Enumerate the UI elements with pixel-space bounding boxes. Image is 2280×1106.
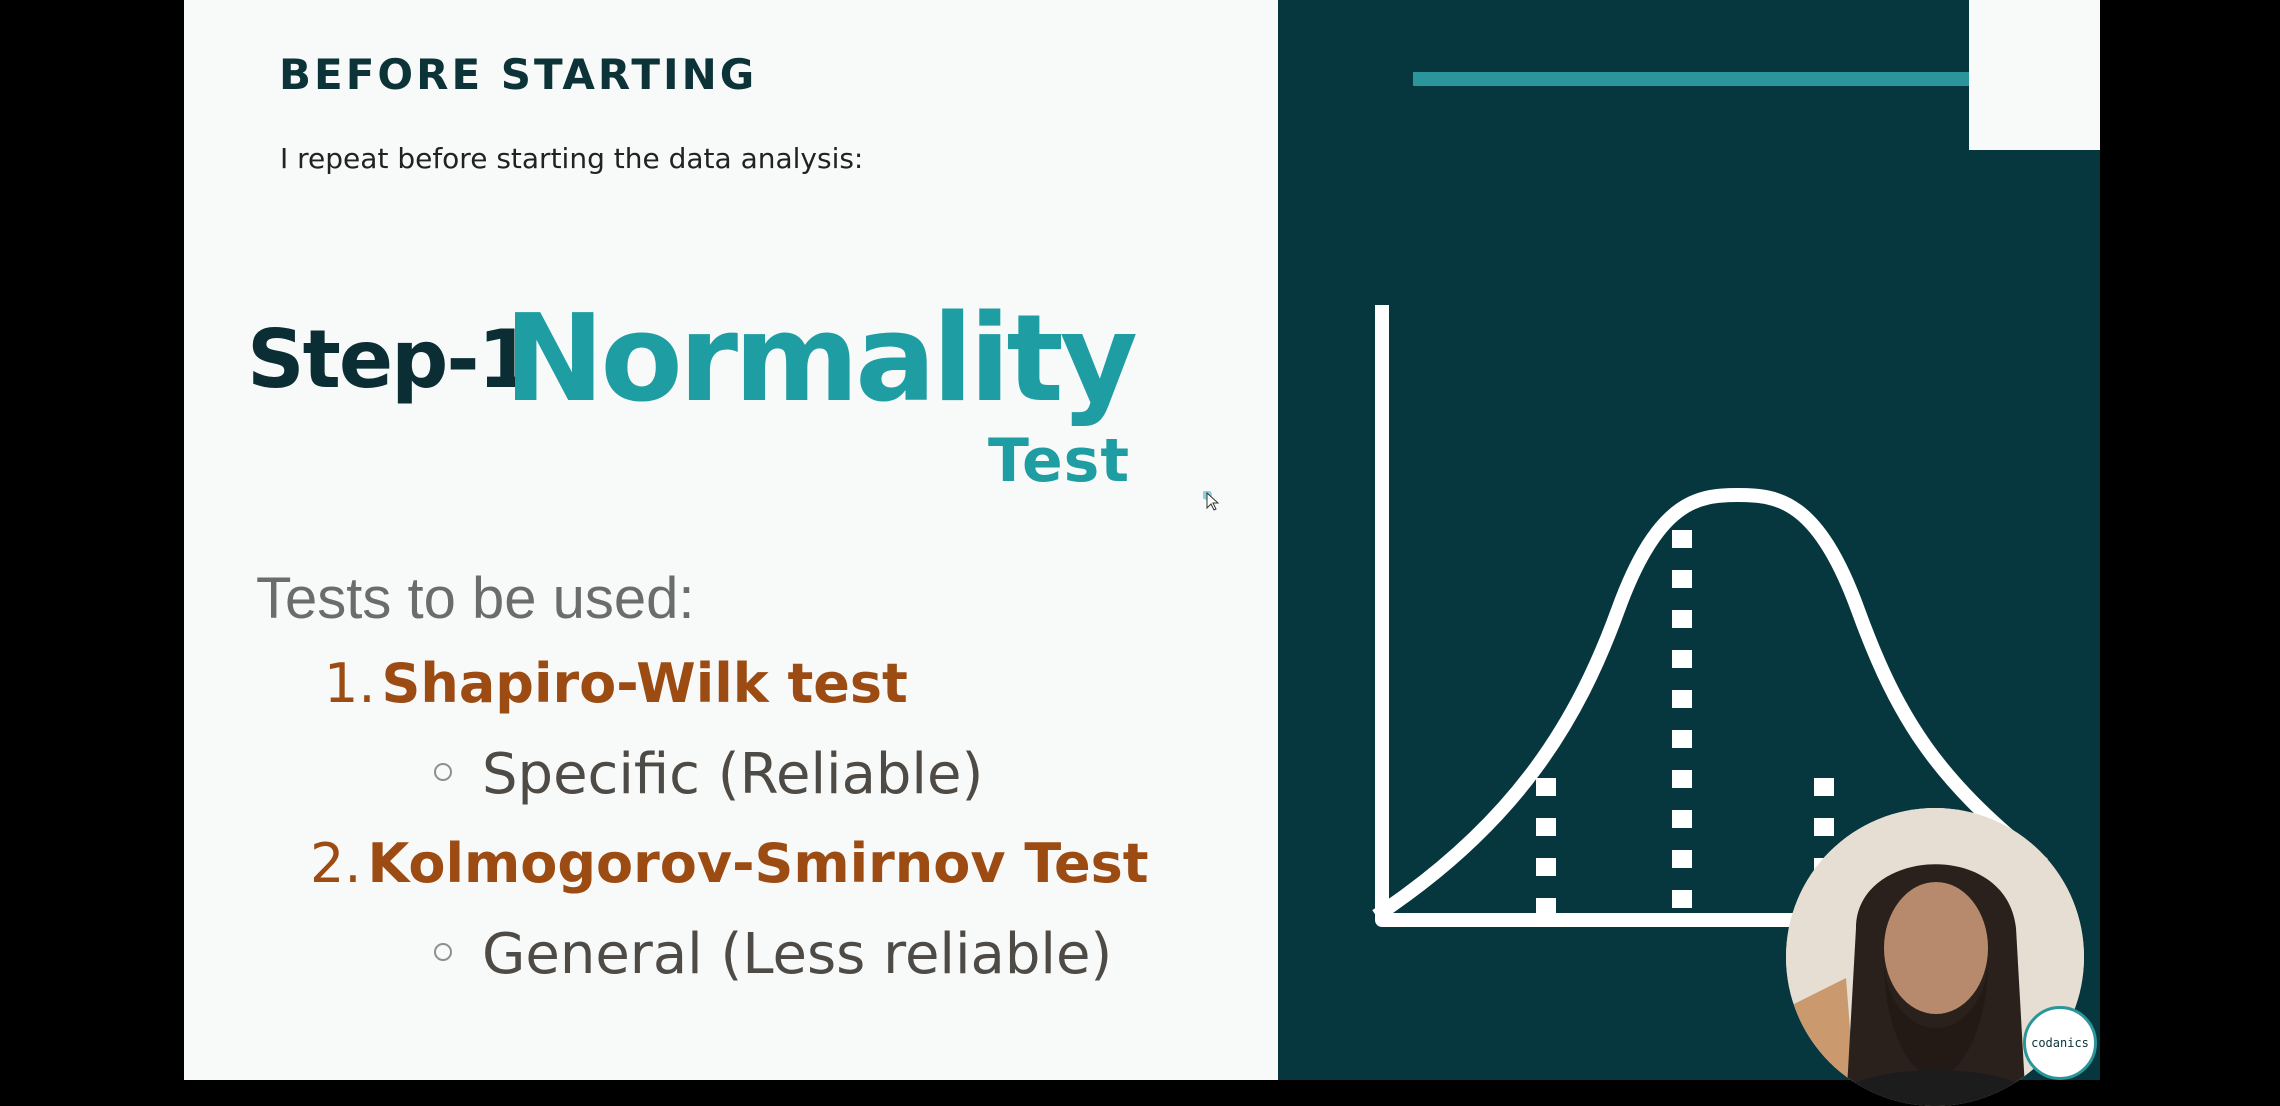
step-title: Normality	[504, 290, 1138, 429]
step-subtitle: Test	[988, 426, 1131, 496]
step-label: Step-1	[247, 313, 533, 406]
bell-curve	[1372, 488, 2048, 922]
test-note-shapiro-wilk: Specific (Reliable)	[434, 742, 983, 807]
test-note-kolmogorov-smirnov: General (Less reliable)	[434, 922, 1112, 987]
codanics-logo-icon: codanics	[2023, 1006, 2097, 1080]
slide-subheading: I repeat before starting the data analys…	[280, 142, 864, 175]
test-item-shapiro-wilk: 1. Shapiro-Wilk test	[324, 652, 908, 715]
test-number: 2.	[310, 832, 362, 895]
test-number: 1.	[324, 652, 376, 715]
mouse-cursor-icon	[1203, 491, 1219, 511]
test-name: Shapiro-Wilk test	[381, 652, 908, 715]
test-note-text: General (Less reliable)	[482, 922, 1113, 987]
test-note-text: Specific (Reliable)	[482, 742, 984, 807]
test-item-kolmogorov-smirnov: 2. Kolmogorov-Smirnov Test	[310, 832, 1149, 895]
logo-text: codanics	[2031, 1036, 2089, 1050]
decorative-teal-bar	[1413, 72, 2100, 86]
slide-content-panel: BEFORE STARTING I repeat before starting…	[184, 0, 1278, 1080]
bullet-icon	[434, 762, 452, 781]
tests-label: Tests to be used:	[256, 566, 695, 631]
normal-distribution-icon	[1372, 305, 2048, 927]
bullet-icon	[434, 942, 452, 961]
test-name: Kolmogorov-Smirnov Test	[367, 832, 1149, 895]
decorative-white-block	[1969, 0, 2100, 150]
slide-heading: BEFORE STARTING	[279, 50, 758, 99]
